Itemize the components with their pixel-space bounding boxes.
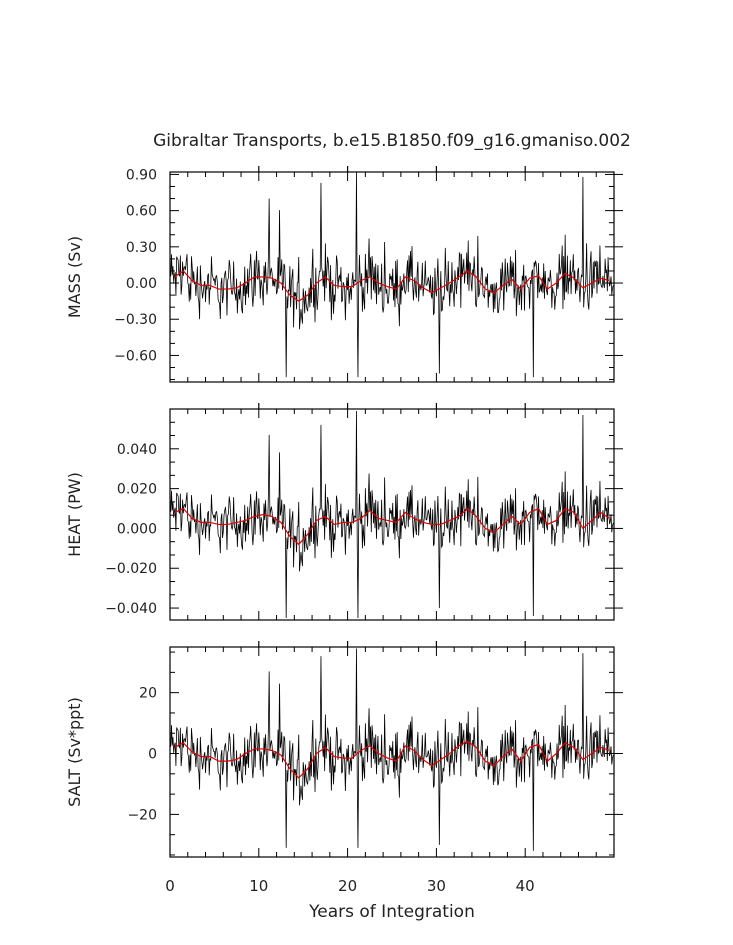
y-tick-label: 20 (139, 686, 157, 702)
annual-mean-line (174, 507, 610, 546)
y-tick-label: 0.60 (126, 204, 157, 220)
y-tick-label: −0.040 (105, 601, 157, 617)
y-tick-label: −0.30 (114, 312, 157, 328)
monthly-series-line (169, 410, 614, 619)
x-tick-label: 10 (249, 877, 268, 895)
annual-mean-line (174, 740, 610, 779)
y-axis-label: MASS (Sv) (65, 236, 84, 318)
plot-frame (169, 171, 615, 383)
x-tick-label: 0 (165, 877, 175, 895)
x-tick-label: 40 (516, 877, 535, 895)
plot-frame (169, 646, 615, 858)
y-tick-label: 0.90 (126, 167, 157, 183)
y-tick-label: 0.30 (126, 240, 157, 256)
y-tick-label: 0.040 (117, 442, 157, 458)
monthly-series-line (169, 171, 614, 378)
y-axis-label: SALT (Sv*ppt) (65, 697, 84, 807)
panel-2: 0.040 0.020 0.000 −0.020 −0.040 HEAT (PW) (65, 403, 623, 621)
panel-1: 0.90 0.60 0.30 0.00 −0.30 −0.60 MASS (Sv) (65, 166, 623, 383)
panel-3: 20 0 −20 SALT (Sv*ppt) (65, 641, 623, 858)
y-tick-label: 0.020 (117, 482, 157, 498)
monthly-series-line (169, 648, 614, 851)
y-tick-label: −0.60 (114, 348, 157, 364)
chart-title: Gibraltar Transports, b.e15.B1850.f09_g1… (153, 131, 631, 151)
y-tick-label: 0 (148, 747, 157, 763)
y-tick-label: 0.00 (126, 276, 157, 292)
annual-mean-line (174, 270, 610, 302)
y-tick-label: −20 (127, 807, 157, 823)
plot-frame (169, 408, 615, 621)
y-axis-label: HEAT (PW) (65, 472, 84, 557)
x-axis-label: Years of Integration (308, 902, 475, 922)
y-tick-label: 0.000 (117, 521, 157, 537)
y-tick-label: −0.020 (105, 561, 157, 577)
x-tick-label: 20 (338, 877, 357, 895)
x-tick-label: 30 (427, 877, 446, 895)
